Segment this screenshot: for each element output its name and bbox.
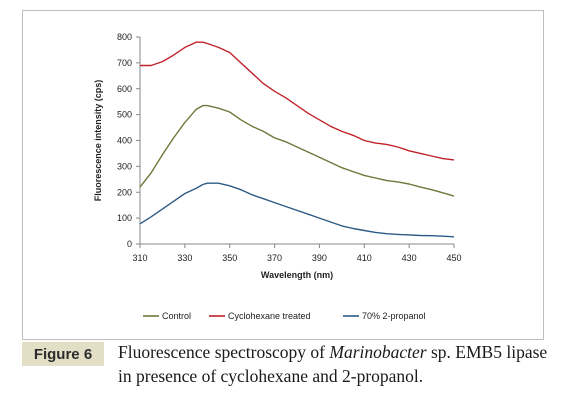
caption-text-prefix: Fluorescence spectroscopy of <box>118 342 330 362</box>
legend-label: 70% 2-propanol <box>362 311 426 321</box>
y-tick-label: 800 <box>117 32 132 42</box>
y-tick-label: 700 <box>117 58 132 68</box>
y-tick-label: 600 <box>117 84 132 94</box>
series-line-70-2-propanol <box>139 182 455 238</box>
caption-text-italic: Marinobacter <box>329 342 427 362</box>
legend-label: Control <box>162 311 191 321</box>
series-layer <box>139 41 455 238</box>
x-tick-label: 350 <box>222 253 237 263</box>
x-tick-label: 330 <box>177 253 192 263</box>
chart-axes: 0 100 200 300 400 500 600 700 800 310 330 350 370 390… <box>117 32 462 263</box>
figure-label: Figure 6 <box>22 342 104 366</box>
x-tick-label: 450 <box>446 253 461 263</box>
x-tick-label: 430 <box>402 253 417 263</box>
chart-frame: 0 100 200 300 400 500 600 700 800 310 330 350 370 390… <box>22 10 544 340</box>
series-line-cyclohexane-treated <box>140 41 455 161</box>
y-tick-label: 200 <box>117 187 132 197</box>
x-tick-label: 390 <box>312 253 327 263</box>
x-tick-label: 370 <box>267 253 282 263</box>
figure-caption-text: Fluorescence spectroscopy of Marinobacte… <box>118 340 558 388</box>
y-tick-label: 0 <box>127 239 132 249</box>
series-line-control <box>139 104 455 197</box>
x-tick-label: 310 <box>132 253 147 263</box>
y-axis-label: Fluorescence intensity (cps) <box>93 80 103 202</box>
caption-text-suffix: sp. EMB5 lipase in presence of cyclohexa… <box>118 342 548 386</box>
y-tick-label: 500 <box>117 110 132 120</box>
y-tick-label: 100 <box>117 213 132 223</box>
legend-label: Cyclohexane treated <box>228 311 311 321</box>
chart-legend: Control Cyclohexane treated 70% 2-propanol <box>143 311 426 321</box>
y-tick-label: 400 <box>117 136 132 146</box>
figure-caption: Figure 6 Fluorescence spectroscopy of Ma… <box>22 340 562 396</box>
y-tick-label: 300 <box>117 161 132 171</box>
x-tick-label: 410 <box>357 253 372 263</box>
x-axis-label: Wavelength (nm) <box>261 270 333 280</box>
fluorescence-line-chart: 0 100 200 300 400 500 600 700 800 310 330 350 370 390… <box>93 32 462 321</box>
